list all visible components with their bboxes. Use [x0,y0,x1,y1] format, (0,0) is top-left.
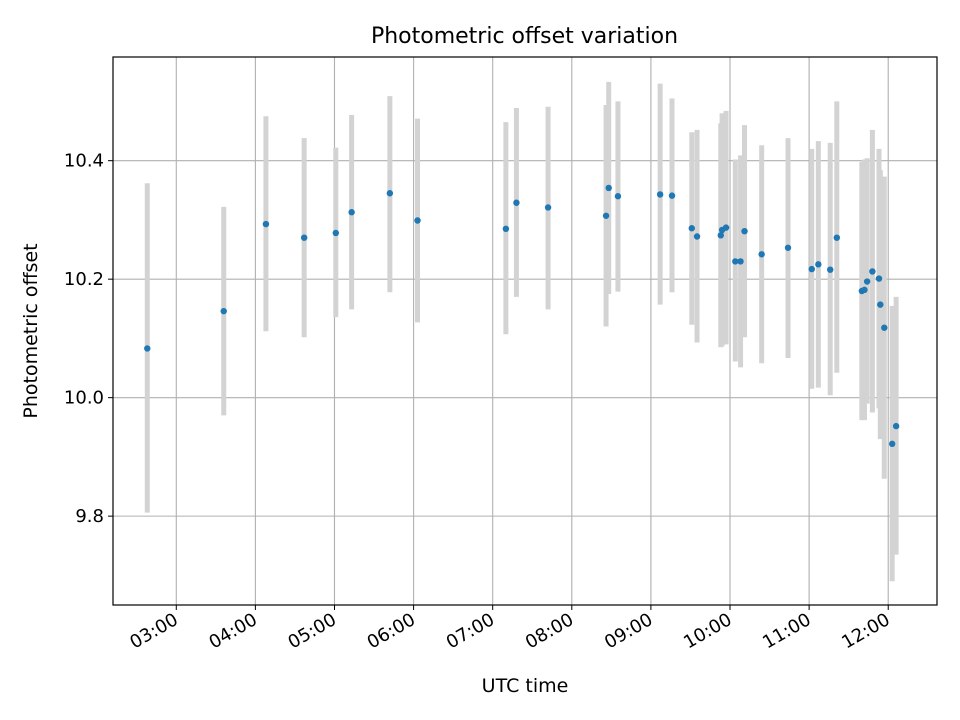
data-point [262,220,270,228]
data-point [741,227,748,235]
data-point [758,251,765,258]
data-point [220,307,227,315]
data-point [808,265,815,273]
y-tick-label: 10.2 [64,269,104,290]
data-point [722,224,730,231]
data-point [656,191,664,198]
data-point [513,199,520,206]
data-point [688,225,695,232]
data-point [502,225,510,233]
data-point [732,258,739,265]
data-point [877,301,884,308]
plot-frame [112,56,938,606]
data-point [602,212,610,219]
data-point [144,345,151,352]
x-axis-label: UTC time [482,675,569,697]
data-point [815,261,822,268]
data-point [693,233,701,240]
data-point [300,234,308,241]
y-tick-label: 10.0 [64,388,104,409]
data-point [869,268,876,275]
data-point [348,209,355,216]
data-point [614,193,622,200]
data-point [386,190,394,197]
data-point [827,266,834,273]
data-point [881,324,888,331]
data-point [737,258,744,265]
data-point [544,204,552,211]
data-point [888,440,896,448]
data-point [332,229,340,237]
chart-title: Photometric offset variation [371,24,678,49]
data-point [863,278,871,285]
data-point [892,422,900,430]
data-points [144,184,900,448]
data-point [875,275,883,282]
data-point [605,184,612,192]
data-point [833,234,841,241]
data-point [414,217,421,224]
data-point [784,244,792,251]
y-axis-label: Photometric offset [20,243,42,418]
y-tick-label: 9.8 [75,506,104,527]
data-point [668,192,676,199]
data-point [717,232,724,239]
y-tick-label: 10.4 [64,151,104,172]
y-axis-ticks: 9.8 10.0 10.2 10.4 [64,151,113,527]
data-point [861,286,868,294]
